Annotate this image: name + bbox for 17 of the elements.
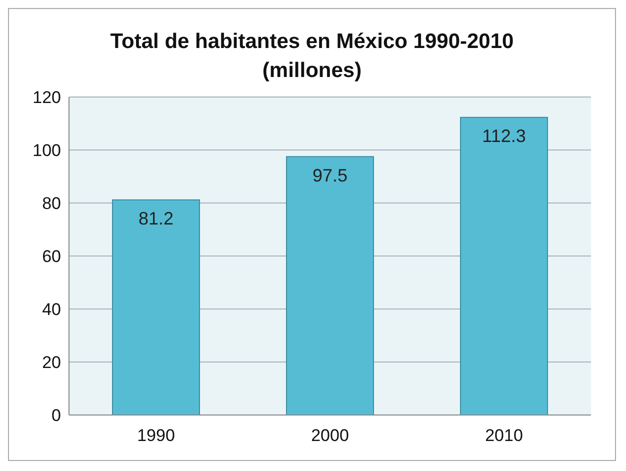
y-tick-label: 60 (42, 247, 61, 266)
bar (460, 116, 548, 415)
y-tick-label: 40 (42, 300, 61, 320)
x-tick-label: 1990 (137, 426, 175, 446)
data-label: 97.5 (312, 165, 348, 186)
y-tick-label: 0 (52, 406, 61, 426)
data-label: 112.3 (482, 126, 526, 146)
data-label: 81.2 (138, 208, 174, 229)
y-tick-label: 100 (32, 141, 61, 160)
x-tick-label: 2010 (485, 426, 523, 446)
y-tick-label: 120 (32, 88, 61, 108)
bar (112, 199, 200, 415)
y-tick-label: 80 (42, 194, 61, 214)
bar (286, 156, 374, 415)
chart-title: Total de habitantes en México 1990-2010 (millones) (109, 29, 515, 84)
y-tick-label: 20 (42, 353, 61, 372)
x-tick-label: 2000 (311, 426, 349, 446)
